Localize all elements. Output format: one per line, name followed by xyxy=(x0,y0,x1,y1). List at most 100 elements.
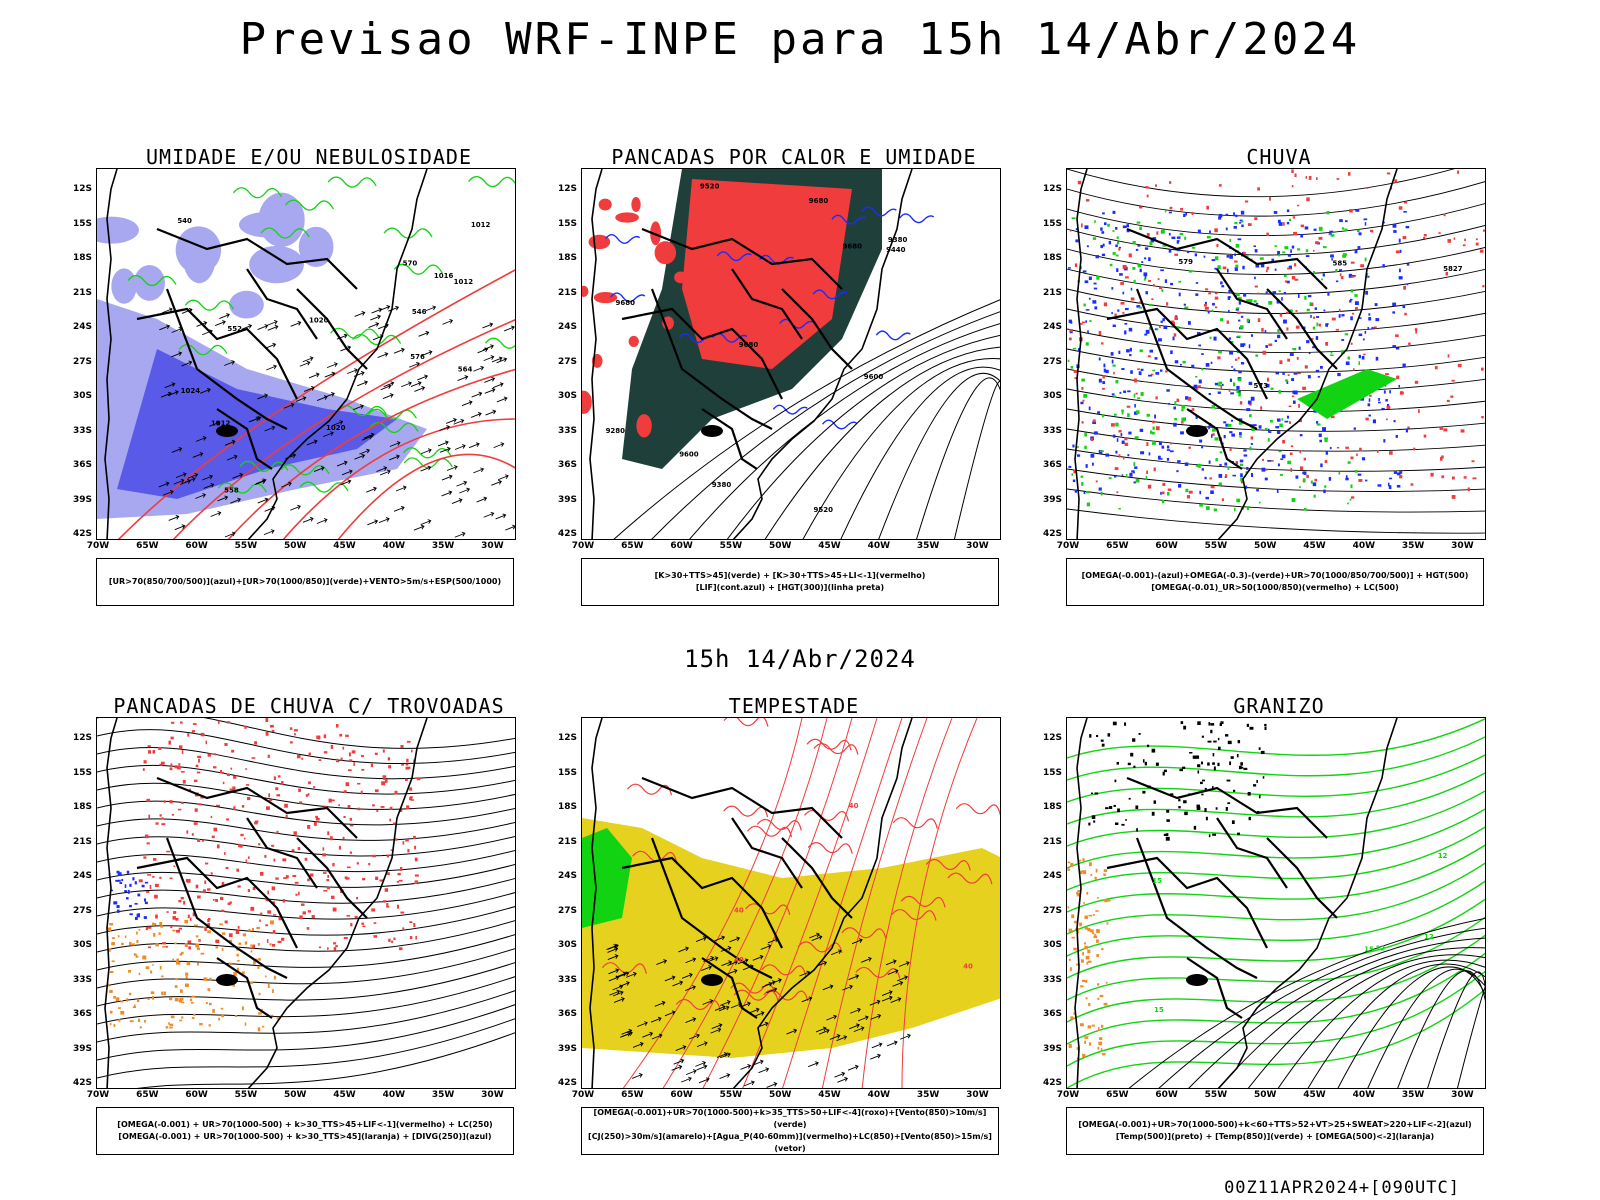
precip-green xyxy=(1214,256,1219,261)
wind-vector xyxy=(615,971,627,978)
precip-red xyxy=(1073,370,1078,373)
precip-blue xyxy=(1180,431,1184,435)
wind-vector xyxy=(459,487,471,494)
storm-red xyxy=(177,808,182,811)
precip-red xyxy=(1339,273,1342,277)
contour-label: 40 xyxy=(734,906,744,914)
precip-red xyxy=(1294,173,1297,178)
lon-tick-label: 45W xyxy=(333,1090,356,1100)
omega-orange xyxy=(1082,952,1085,956)
precip-blue xyxy=(1124,307,1129,311)
precip-green xyxy=(1195,465,1200,467)
precip-blue xyxy=(1116,268,1119,273)
storm-orange xyxy=(208,1024,211,1027)
precip-blue xyxy=(1187,321,1191,325)
precip-blue xyxy=(1163,325,1168,330)
storm-red xyxy=(195,884,199,889)
lat-axis: 12S 15S 18S 21S 24S 27S 30S 33S 36S 39S 42S xyxy=(1036,717,1062,1089)
omega-orange xyxy=(1093,935,1098,939)
terrain-detail xyxy=(1144,761,1147,766)
lat-tick-label: 24S xyxy=(72,322,92,332)
storm-red xyxy=(362,877,366,881)
precip-red xyxy=(1170,320,1175,325)
storm-red xyxy=(207,753,212,757)
precip-red xyxy=(1135,392,1138,395)
precip-red xyxy=(1312,316,1316,319)
storm-red xyxy=(301,757,304,760)
storm-red xyxy=(173,865,176,867)
storm-orange xyxy=(258,958,261,961)
wind-vector xyxy=(378,517,390,524)
wind-vector xyxy=(457,375,469,381)
wind-vector xyxy=(306,439,318,446)
precip-red xyxy=(1290,445,1294,448)
precip-blue xyxy=(1348,273,1353,278)
precip-green xyxy=(1146,413,1150,417)
precip-blue xyxy=(1318,433,1322,438)
precip-blue xyxy=(1166,389,1170,392)
wind-vector xyxy=(341,469,353,476)
terrain-detail xyxy=(1151,811,1155,816)
wind-vector xyxy=(811,935,823,941)
precip-red xyxy=(1439,456,1443,461)
storm-orange xyxy=(258,1012,262,1015)
precip-red xyxy=(1138,301,1143,304)
storm-red xyxy=(147,926,152,929)
temp500-contour xyxy=(1218,947,1485,1088)
precip-green xyxy=(1324,437,1329,440)
storm-orange xyxy=(109,970,114,974)
precip-blue xyxy=(1204,301,1207,305)
precip-red xyxy=(1124,276,1129,279)
wind-vector xyxy=(786,1028,798,1035)
legend-line: [K>30+TTS>45](verde) + [K>30+TTS>45+LI<-… xyxy=(654,571,926,580)
precip-blue xyxy=(1275,426,1280,429)
omega-orange xyxy=(1103,1002,1108,1006)
precip-green xyxy=(1340,350,1345,354)
precip-green xyxy=(1199,503,1203,507)
precip-blue xyxy=(1209,424,1211,428)
omega-orange xyxy=(1095,868,1098,873)
precip-blue xyxy=(1351,275,1356,277)
precip-green xyxy=(1215,458,1218,462)
wind-vector xyxy=(618,971,630,978)
storm-orange xyxy=(109,989,113,993)
precip-blue xyxy=(1328,476,1332,481)
precip-blue xyxy=(1118,350,1121,355)
border-line xyxy=(641,776,843,839)
storm-orange xyxy=(199,1022,203,1026)
precip-red xyxy=(1305,176,1308,179)
wind-vector xyxy=(671,1064,683,1071)
storm-red xyxy=(213,766,217,769)
precip-blue xyxy=(1208,425,1210,430)
storm-orange xyxy=(153,932,156,937)
lat-tick-label: 18S xyxy=(557,253,577,263)
storm-red xyxy=(380,806,385,808)
precip-red xyxy=(1309,302,1314,307)
storm-red xyxy=(368,862,371,866)
precip-green xyxy=(1100,491,1103,496)
storm-orange xyxy=(170,1015,175,1019)
omega-orange xyxy=(1067,861,1071,864)
wind-vector xyxy=(367,519,379,526)
precip-red xyxy=(1146,470,1148,475)
precip-blue xyxy=(1286,221,1290,225)
storm-red xyxy=(399,866,403,871)
wind-vector xyxy=(650,1016,662,1023)
terrain-detail xyxy=(1262,776,1265,779)
lon-tick-label: 70W xyxy=(571,541,595,551)
height-contour xyxy=(1067,308,1485,334)
water-contour xyxy=(947,872,993,885)
streamline xyxy=(97,920,515,953)
precip-green xyxy=(1251,427,1255,432)
storm-red xyxy=(169,767,173,771)
storm-red xyxy=(276,794,281,797)
storm-red xyxy=(149,884,152,889)
precip-green xyxy=(1238,296,1242,300)
wind-vector xyxy=(174,524,186,531)
precip-red xyxy=(1239,401,1243,405)
precip-green xyxy=(1157,222,1162,224)
wind-vector xyxy=(418,330,430,337)
precip-red xyxy=(1331,317,1336,321)
cloud-blob xyxy=(298,226,334,268)
wind-vector xyxy=(897,975,908,982)
